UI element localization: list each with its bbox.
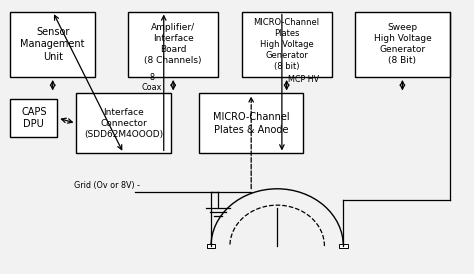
Text: Grid (Ov or 8V) -: Grid (Ov or 8V) - <box>74 181 140 190</box>
Bar <box>10 12 95 77</box>
Text: Sensor
Management
Unit: Sensor Management Unit <box>20 27 85 62</box>
Text: CAPS
DPU: CAPS DPU <box>21 107 46 129</box>
Text: Amplifier/
Interface
Board
(8 Channels): Amplifier/ Interface Board (8 Channels) <box>145 23 202 65</box>
Text: MICRO-Channel
Plates & Anode: MICRO-Channel Plates & Anode <box>213 112 290 135</box>
Bar <box>199 93 303 153</box>
Bar <box>355 12 450 77</box>
Bar <box>10 99 57 137</box>
Text: MICRO-Channel
Plates
High Voltage
Generator
(8 bit): MICRO-Channel Plates High Voltage Genera… <box>254 18 319 71</box>
Text: MCP HV: MCP HV <box>288 75 319 84</box>
Bar <box>128 12 218 77</box>
Bar <box>207 244 215 249</box>
Text: 8
Coax: 8 Coax <box>142 73 162 92</box>
Bar <box>242 12 331 77</box>
Bar <box>339 244 347 249</box>
Text: Sweep
High Voltage
Generator
(8 Bit): Sweep High Voltage Generator (8 Bit) <box>374 23 431 65</box>
Text: Interface
Connector
(SDD62M4OOOD): Interface Connector (SDD62M4OOOD) <box>84 108 163 139</box>
Bar <box>76 93 171 153</box>
